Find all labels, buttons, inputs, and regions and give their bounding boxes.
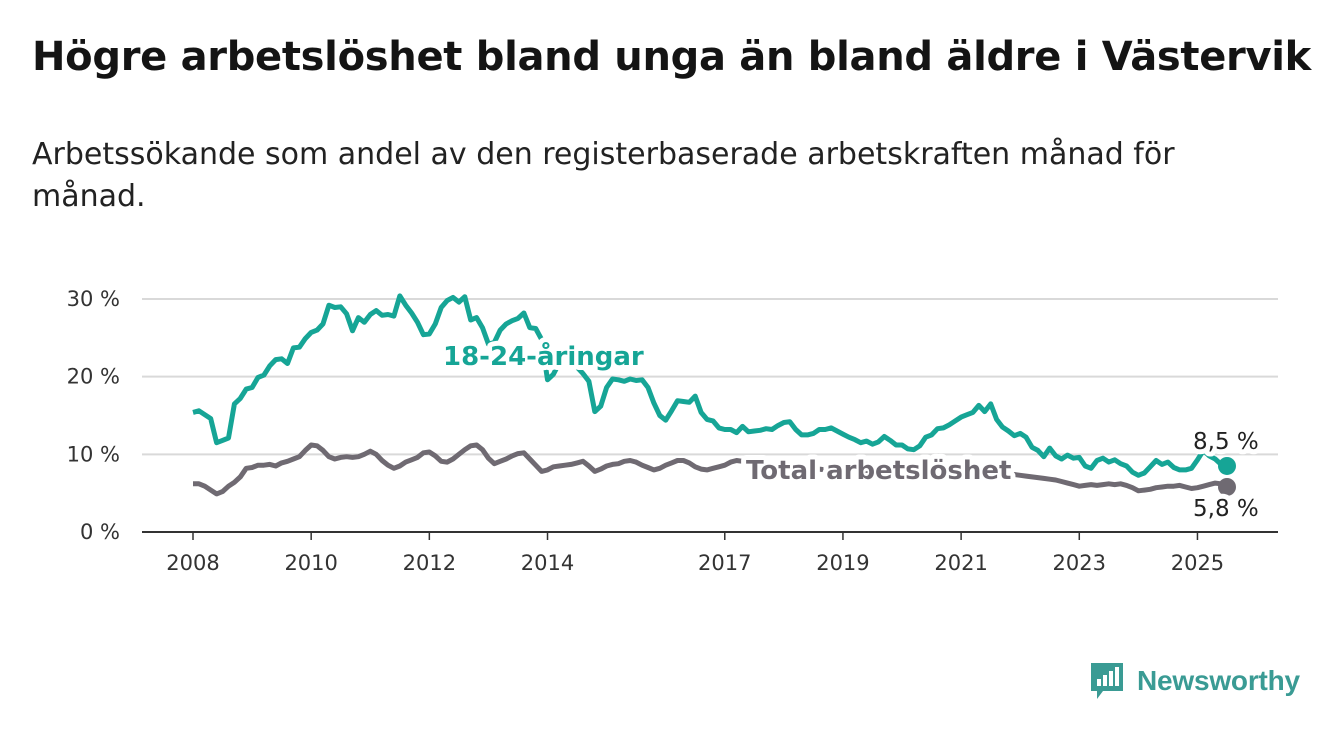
value-label-18-24-halo: 8,5 % (1193, 429, 1259, 455)
value-label-18-24: 8,5 % (1193, 429, 1259, 455)
y-tick-label: 20 % (67, 365, 120, 389)
chart-subtitle: Arbetssökande som andel av den registerb… (32, 137, 1175, 214)
x-tick-label: 2025 (1171, 551, 1224, 575)
newsworthy-logo-icon (1091, 663, 1123, 699)
value-label-total: 5,8 % (1193, 496, 1259, 522)
newsworthy-logo-text: Newsworthy (1137, 665, 1300, 696)
series-label-total-halo: Total arbetslöshet (746, 456, 1011, 486)
series-label-18-24: 18-24-åringar (443, 340, 644, 372)
y-tick-label: 0 % (80, 520, 120, 544)
x-tick-label: 2012 (403, 551, 456, 575)
series-label-total: Total arbetslöshet (746, 456, 1011, 486)
y-tick-label: 30 % (67, 287, 120, 311)
x-tick-label: 2023 (1053, 551, 1106, 575)
series-label-18-24-halo: 18-24-åringar (443, 340, 644, 372)
x-tick-label: 2019 (816, 551, 869, 575)
x-tick-label: 2014 (521, 551, 574, 575)
line-chart: 0 % 10 % 20 % 30 % 2008 2010 2012 2014 2017 2019 2… (67, 287, 1278, 575)
chart-title: Högre arbetslöshet bland unga än bland ä… (32, 34, 1311, 80)
value-label-total-halo: 5,8 % (1193, 496, 1259, 522)
x-tick-label: 2017 (698, 551, 751, 575)
newsworthy-logo[interactable]: Newsworthy (1089, 661, 1300, 701)
end-point-total (1218, 477, 1236, 496)
series-line-total (193, 442, 1229, 497)
end-point-18-24 (1218, 456, 1236, 475)
x-tick-label: 2021 (934, 551, 987, 575)
y-tick-label: 10 % (67, 442, 120, 466)
series-line-18-24 (192, 293, 1228, 478)
x-tick-label: 2008 (166, 551, 219, 575)
x-tick-label: 2010 (284, 551, 337, 575)
